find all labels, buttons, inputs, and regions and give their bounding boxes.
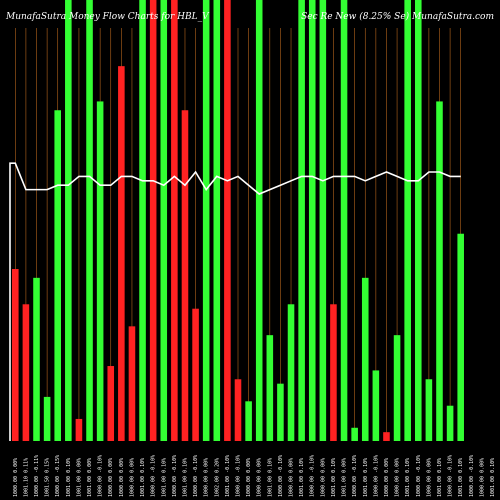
x-tick-label: 1000.00 0.00% [479,458,485,497]
bar-up [139,0,146,441]
x-tick-label: 1000.00 -0.11% [34,455,40,497]
x-tick-label: 1001.00 0.00% [76,458,82,497]
x-tick-label: 1001.00 0.10% [490,458,496,497]
x-tick-label: 1001.00 0.10% [182,458,188,497]
bar-up [361,277,369,441]
bar-up [65,0,72,441]
x-tick-label: 1000.00 0.00% [119,458,125,497]
bar-down [224,0,231,441]
bar-up [319,0,327,441]
x-tick-label: 1000.00 -0.10% [416,455,422,497]
bar-up [457,233,464,441]
x-tick-label: 1000.00 0.00% [129,458,135,497]
bar-up [351,427,358,441]
bar-up [96,101,104,442]
x-tick-label: 1001.10 0.11% [23,458,29,497]
x-tick-label: 1000.00 -0.10% [310,455,316,497]
x-tick-label: 1000.00 -0.10% [98,455,104,497]
bar-down [181,110,189,441]
bar-down [192,308,199,441]
x-tick-label: 1000.00 0.00% [108,458,114,497]
bar-down [22,304,30,441]
bar-down [171,0,178,441]
bar-up [372,370,380,441]
bar-up [266,335,274,441]
x-tick-label: 1000.00 -0.10% [193,455,199,497]
x-tick-label: 1001.00 0.00% [87,458,93,497]
x-tick-label: 1000.00 0.00% [246,458,252,497]
bar-up [404,0,411,441]
x-tick-label: 1000.00 0.00% [13,458,19,497]
bar-up [425,379,433,441]
x-tick-label: 1001.00 -0.10% [225,455,231,497]
bar-up [255,0,263,441]
bar-up [414,0,422,441]
flow-line [9,162,461,441]
x-tick-label: 1000.00 -0.10% [373,455,379,497]
bar-up [393,335,401,441]
x-tick-label: 1001.00 0.10% [458,458,464,497]
bar-up [33,277,40,441]
bar-down [234,379,242,441]
bar-down [118,66,125,442]
bar-down [75,418,83,441]
x-tick-label: 1000.00 0.00% [395,458,401,497]
x-tick-label: 1000.00 0.00% [204,458,210,497]
flow-line-group [9,162,461,441]
bar-up [340,0,348,441]
x-tick-label: 1000.00 0.00% [257,458,263,497]
header-right-text: Sec Re New (8.25% Se) MunafaSutra.com [301,11,494,22]
bar-up [202,0,210,441]
bar-up [446,405,454,441]
bar-up [287,304,295,441]
x-tick-label: 1002.00 0.20% [214,458,220,497]
bar-up [160,0,168,441]
x-tick-label: 1001.00 0.10% [331,458,337,497]
bar-down [383,432,390,441]
x-tick-label: 1001.50 0.15% [45,458,51,497]
bar-up [54,110,61,441]
x-tick-label: 1001.00 0.10% [299,458,305,497]
x-tick-label: 1001.00 0.10% [140,458,146,497]
bar-up [298,0,305,441]
x-tick-label: 1000.00 0.00% [426,458,432,497]
x-tick-label: 1001.00 0.10% [437,458,443,497]
x-tick-label: 1000.00 0.00% [320,458,326,497]
bar-up [308,0,316,441]
x-tick-label: 1000.00 0.00% [289,458,295,497]
x-tick-label: 1000.00 -0.10% [151,455,157,497]
x-tick-label: 1001.00 0.10% [267,458,273,497]
x-tick-label: 1001.00 0.10% [66,458,72,497]
x-tick-label: 1000.00 -0.15% [55,455,61,497]
bar-down [330,304,337,441]
x-tick-label: 1000.00 -0.10% [172,455,178,497]
x-tick-label: 1000.00 -0.10% [352,455,358,497]
bar-down [12,269,19,441]
x-tick-label: 1000.00 -0.10% [469,455,475,497]
bar-up [436,101,443,442]
bar-up [43,396,51,441]
x-tick-label: 1000.00 -0.10% [236,455,242,497]
x-tick-label: 1000.00 -0.10% [278,455,284,497]
x-tick-label: 1001.00 0.10% [363,458,369,497]
bars-group [12,0,464,442]
x-tick-labels: 1000.00 0.00% 1001.10 0.11% 1000.00 -0.11%… [13,455,496,497]
bar-down [107,366,115,441]
x-tick-label: 1001.00 0.00% [342,458,348,497]
x-tick-label: 1001.00 0.10% [405,458,411,497]
bar-down [128,326,136,441]
bar-up [245,401,252,441]
x-tick-label: 1000.00 0.00% [384,458,390,497]
x-tick-label: 1000.00 -0.10% [448,455,454,497]
x-tick-label: 1001.00 0.10% [161,458,167,497]
bar-up [86,0,93,441]
bar-up [277,383,284,441]
header-left-text: MunafaSutra Money Flow Charts for HBL_V [5,12,210,22]
bar-up [213,0,221,441]
bar-down [149,0,157,441]
